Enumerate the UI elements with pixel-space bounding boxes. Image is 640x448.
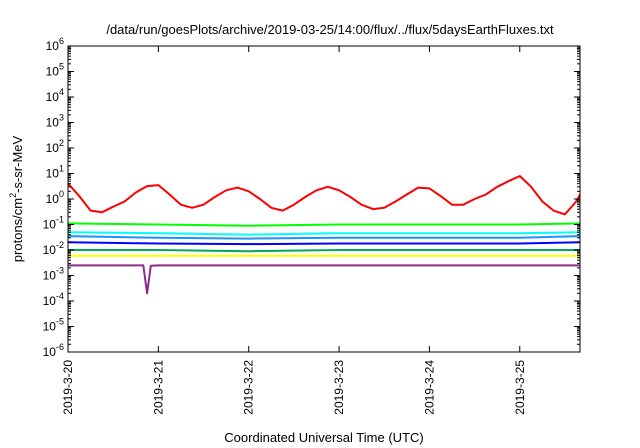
y-tick-label: 103 xyxy=(46,113,64,130)
series-line-2 xyxy=(68,222,580,227)
x-tick-label: 2019-3-20 xyxy=(61,360,75,415)
x-tick-label: 2019-3-25 xyxy=(513,360,527,415)
x-axis: 2019-3-20 2019-3-21 2019-3-22 2019-3-23 2019… xyxy=(61,46,527,415)
y-tick-label: 100 xyxy=(46,189,64,206)
series-line-3 xyxy=(68,231,580,236)
series-line-6 xyxy=(68,249,580,253)
x-tick-label: 2019-3-23 xyxy=(332,360,346,415)
x-tick-label: 2019-3-21 xyxy=(151,360,165,415)
series-line-1 xyxy=(68,175,580,216)
series-line-4 xyxy=(68,235,580,240)
y-tick-label: 104 xyxy=(46,87,64,104)
chart-title: /data/run/goesPlots/archive/2019-03-25/1… xyxy=(106,22,554,37)
y-tick-label: 106 xyxy=(46,36,64,53)
plot-frame xyxy=(67,45,581,353)
y-tick-label: 10-6 xyxy=(43,342,64,359)
y-tick-label: 10-4 xyxy=(43,291,64,308)
series-layer xyxy=(68,175,580,295)
x-tick-label: 2019-3-22 xyxy=(242,360,256,415)
y-tick-label: 10-2 xyxy=(43,240,64,257)
y-tick-label: 105 xyxy=(46,62,64,79)
y-tick-label: 10-5 xyxy=(43,317,64,334)
x-axis-label: Coordinated Universal Time (UTC) xyxy=(224,430,423,445)
y-tick-label: 10-3 xyxy=(43,266,64,283)
series-line-8 xyxy=(68,264,580,295)
y-axis-label: protons/cm2-s-sr-MeV xyxy=(8,135,25,262)
y-tick-label: 102 xyxy=(46,138,64,155)
y-tick-label: 10-1 xyxy=(43,215,64,232)
x-tick-label: 2019-3-24 xyxy=(422,360,436,415)
series-line-5 xyxy=(68,241,580,246)
y-tick-label: 101 xyxy=(46,164,64,181)
y-axis: 10-6 10-5 10-4 10-3 10-2 10-1 100 101 102 103 104 1… xyxy=(43,36,580,359)
